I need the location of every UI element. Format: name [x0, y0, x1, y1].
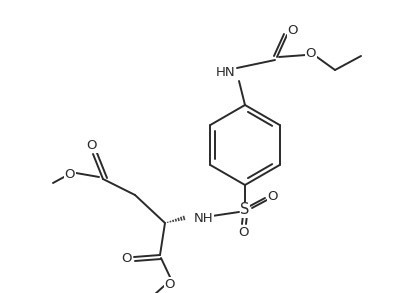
Text: S: S [240, 202, 249, 217]
Text: O: O [287, 25, 298, 38]
Text: O: O [305, 47, 315, 60]
Text: O: O [267, 190, 277, 202]
Text: O: O [164, 277, 175, 290]
Text: O: O [87, 139, 97, 152]
Text: O: O [64, 168, 75, 180]
Text: NH: NH [194, 212, 213, 224]
Text: O: O [122, 253, 132, 265]
Text: O: O [238, 226, 249, 239]
Text: HN: HN [215, 67, 234, 79]
